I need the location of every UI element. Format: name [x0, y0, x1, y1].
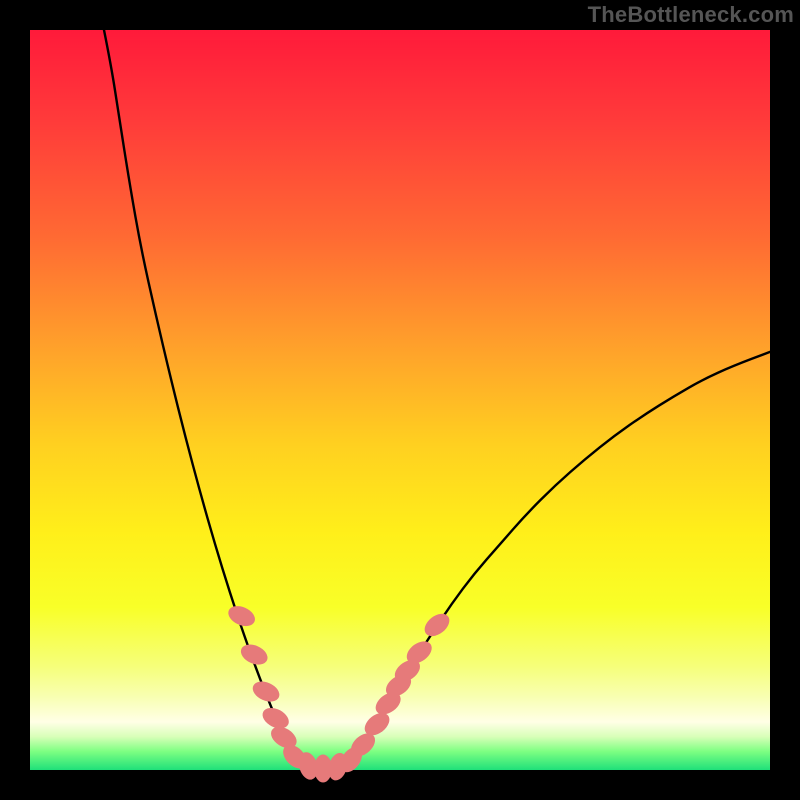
plot-background: [30, 30, 770, 770]
chart-svg: [0, 0, 800, 800]
chart-stage: TheBottleneck.com: [0, 0, 800, 800]
